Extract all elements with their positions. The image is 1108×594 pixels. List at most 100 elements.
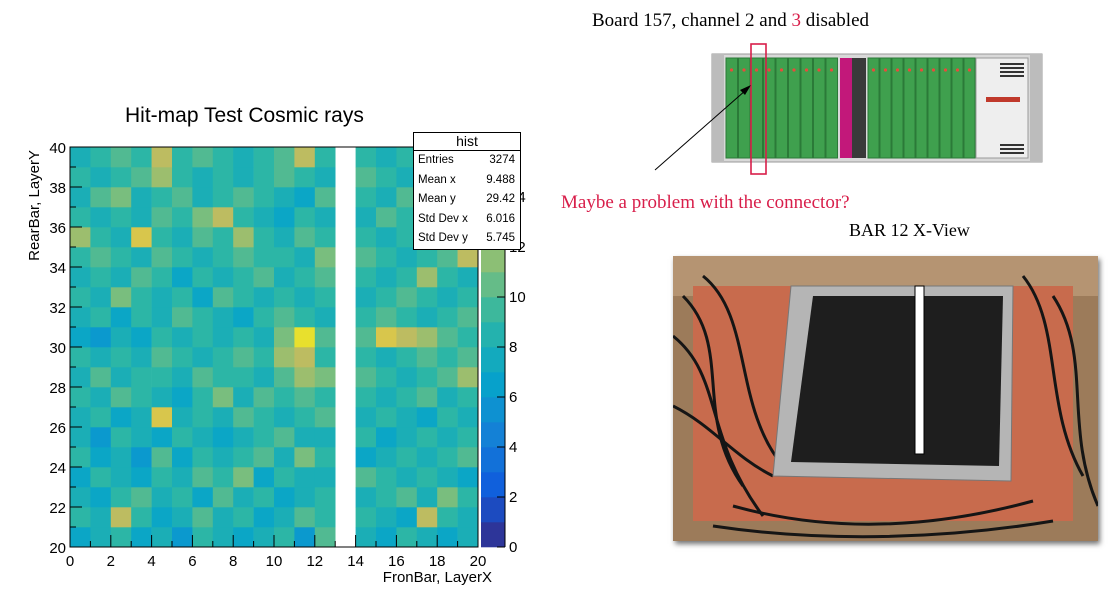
heatmap-cell [294,167,316,188]
stats-label: Mean y [418,193,456,205]
disabled-board-highlight [750,43,767,175]
heatmap-cell [172,367,193,388]
heatmap-cell [192,147,214,168]
color-scale-label: 2 [509,489,517,506]
heatmap-cell [90,207,112,228]
crate-slot [763,57,776,159]
heatmap-cell [376,347,397,368]
heatmap-cell [355,467,377,488]
heatmap-cell [212,407,234,428]
heatmap-cell [192,327,214,348]
heatmap-cell [192,227,214,248]
heatmap-cell [314,267,336,288]
heatmap-cell [416,287,438,308]
y-tick-label: 36 [49,220,66,237]
heatmap-cell [70,307,91,328]
heatmap-cell [253,207,275,228]
heatmap-cell [314,187,336,208]
heatmap-cell [70,447,91,468]
heatmap-cell [151,427,173,448]
heatmap-cell [396,367,418,388]
heatmap-cell [233,227,254,248]
heatmap-cell [212,507,234,528]
slot-led [742,68,746,72]
heatmap-cell [294,227,316,248]
x-tick-label: 6 [188,553,196,570]
heatmap-cell [253,227,275,248]
crate-slot [915,57,928,159]
heatmap-cell [416,367,438,388]
heatmap-cells [70,147,479,548]
slot-led [779,68,784,72]
heatmap-cell [131,367,152,388]
heatmap-cell [314,407,336,428]
display-strip [986,97,1020,102]
heatmap-cell [274,287,295,308]
heatmap-cell [294,207,316,228]
heatmap-cell [437,247,458,268]
heatmap-cell [376,167,397,188]
heatmap-cell [355,387,377,408]
heatmap-cell [396,407,418,428]
slot-led [931,68,936,72]
slot-led [792,68,796,72]
heatmap-cell [233,487,254,508]
heatmap-cell [396,427,418,448]
stats-value: 29.42 [486,193,515,205]
heatmap-cell [131,507,152,528]
heatmap-cell [110,227,132,248]
heatmap-cell [110,287,132,308]
heatmap-cell [172,427,193,448]
y-tick-label: 32 [49,300,66,317]
x-tick-label: 8 [229,553,237,570]
heatmap-cell [294,427,316,448]
heatmap-cell [110,487,132,508]
heatmap-cell [90,467,112,488]
slot-led [804,68,809,72]
slot-led [895,68,900,72]
slot-led [754,68,759,72]
heatmap-cell [90,267,112,288]
heatmap-cell [355,407,377,428]
heatmap-cell [172,207,193,228]
stats-value: 6.016 [486,212,515,225]
heatmap-cell [212,367,234,388]
slot-led [767,68,771,72]
heatmap-cell [131,207,152,228]
y-tick-label: 38 [49,180,66,197]
heatmap-cell [355,427,377,448]
heatmap-cell [416,467,438,488]
heatmap-cell [70,227,91,248]
heatmap-cell [457,387,479,408]
heatmap-cell [376,487,397,508]
heatmap-cell [131,247,152,268]
heatmap-cell [192,507,214,528]
heatmap-cell [274,267,295,288]
heatmap-cell [110,347,132,368]
heatmap-cell [396,447,418,468]
heatmap-cell [90,427,112,448]
heatmap-cell [376,147,397,168]
color-scale-label: 6 [509,389,517,406]
heatmap-cell [212,447,234,468]
heatmap-cell [274,467,295,488]
heatmap-cell [274,387,295,408]
y-tick-label: 40 [49,140,66,157]
color-scale-step [481,397,505,423]
heatmap-cell [314,287,336,308]
heatmap-cell [376,467,397,488]
heatmap-cell [274,507,295,528]
heatmap-cell [253,187,275,208]
heatmap-cell [131,487,152,508]
heatmap-cell [376,387,397,408]
crate-slot [750,57,763,159]
heatmap-cell [233,327,254,348]
heatmap-cell [437,447,458,468]
heatmap-cell [131,287,152,308]
heatmap-cell [376,527,397,548]
heatmap-cell [416,447,438,468]
heatmap-cell [233,527,254,548]
heatmap-cell [172,267,193,288]
slot-led [729,68,734,72]
heatmap-cell [396,347,418,368]
